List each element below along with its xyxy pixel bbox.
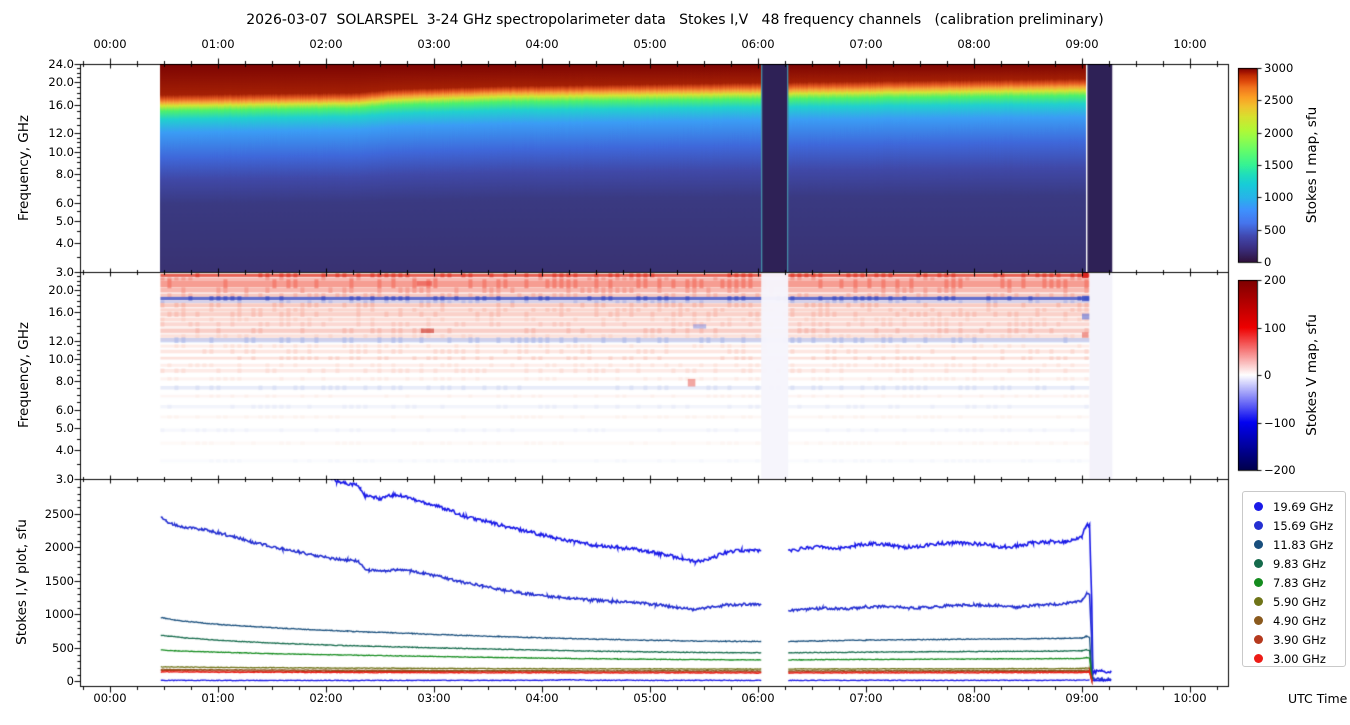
stokes-v-colorbar	[1238, 280, 1257, 470]
top-x-tick-label: 09:00	[1065, 37, 1099, 51]
stokes-iv-y-tick-label: 2500	[44, 506, 74, 521]
legend-marker-icon	[1254, 540, 1263, 549]
legend-label: 3.00 GHz	[1273, 651, 1326, 666]
stokes-v-colorbar-tick-label: −100	[1264, 415, 1296, 430]
legend-item: 3.90 GHz	[1243, 630, 1345, 649]
stokes-v-y-tick-label: 3.0	[55, 472, 74, 486]
stokes-i-y-tick-label: 4.0	[55, 236, 74, 251]
stokes-i-colorbar-tick-label: 1000	[1264, 190, 1294, 205]
legend-marker-icon	[1254, 597, 1263, 606]
stokes-i-colorbar-tick-label: 2500	[1264, 93, 1294, 108]
stokes-iv-y-tick-label: 0	[66, 674, 74, 689]
stokes-v-colorbar-tick-label: 0	[1264, 368, 1272, 382]
stokes-i-y-tick-label: 8.0	[55, 166, 74, 181]
bottom-x-tick-label: 06:00	[741, 691, 775, 705]
stokes-i-colorbar	[1238, 68, 1257, 262]
legend-marker-icon	[1254, 578, 1263, 587]
legend-label: 5.90 GHz	[1273, 594, 1326, 609]
top-x-tick-label: 02:00	[309, 37, 343, 51]
legend-label: 15.69 GHz	[1273, 518, 1334, 533]
top-x-tick-label: 00:00	[93, 37, 127, 51]
bottom-x-tick-label: 01:00	[201, 691, 235, 705]
stokes-i-y-tick-label: 24.0	[48, 57, 74, 71]
stokes-iv-y-tick-label: 500	[52, 640, 74, 655]
legend-marker-icon	[1254, 559, 1263, 568]
bottom-x-tick-label: 04:00	[525, 691, 559, 705]
legend-item: 3.00 GHz	[1243, 649, 1345, 668]
legend-item: 11.83 GHz	[1243, 535, 1345, 554]
stokes-v-y-tick-label: 8.0	[55, 374, 74, 389]
legend-marker-icon	[1254, 502, 1263, 511]
bottom-x-tick-label: 05:00	[633, 691, 667, 705]
stokes-i-colorbar-tick-label: 2000	[1264, 125, 1294, 140]
stokes-v-colorbar-tick-label: −200	[1264, 463, 1296, 477]
legend-item: 7.83 GHz	[1243, 573, 1345, 592]
stokes-v-y-tick-label: 4.0	[55, 443, 74, 458]
bottom-x-tick-label: 00:00	[93, 691, 127, 705]
stokes-i-y-tick-label: 12.0	[48, 126, 74, 141]
top-x-tick-label: 03:00	[417, 37, 451, 51]
stokes-v-y-tick-label: 6.0	[55, 403, 74, 417]
stokes-v-y-tick-label: 12.0	[48, 334, 74, 348]
stokes-i-y-tick-label: 3.0	[55, 265, 74, 279]
legend-marker-icon	[1254, 521, 1263, 530]
top-x-tick-label: 06:00	[741, 37, 775, 51]
bottom-x-tick-label: 10:00	[1173, 691, 1207, 705]
stokes-i-y-tick-label: 20.0	[48, 75, 74, 90]
stokes-i-colorbar-tick-label: 500	[1264, 222, 1286, 237]
stokes-i-y-tick-label: 16.0	[48, 97, 74, 112]
legend-item: 4.90 GHz	[1243, 611, 1345, 630]
stokes-v-y-tick-label: 20.0	[48, 283, 74, 298]
stokes-i-y-tick-label: 10.0	[48, 144, 74, 159]
bottom-x-tick-label: 03:00	[417, 691, 451, 705]
stokes-v-colorbar-tick-label: 200	[1264, 273, 1286, 287]
top-x-tick-label: 01:00	[201, 37, 235, 51]
legend-item: 5.90 GHz	[1243, 592, 1345, 611]
stokes-i-colorbar-tick-label: 3000	[1264, 61, 1294, 75]
stokes-iv-y-tick-label: 2000	[44, 540, 74, 555]
legend-marker-icon	[1254, 635, 1263, 644]
figure-title: 2026-03-07 SOLARSPEL 3-24 GHz spectropol…	[246, 12, 1104, 28]
legend-label: 4.90 GHz	[1273, 613, 1326, 628]
stokes-i-colorbar-tick-label: 1500	[1264, 158, 1294, 172]
stokes-i-y-tick-label: 5.0	[55, 213, 74, 228]
top-x-tick-label: 04:00	[525, 37, 559, 51]
legend-label: 19.69 GHz	[1273, 499, 1334, 514]
bottom-x-tick-label: 08:00	[957, 691, 991, 705]
bottom-x-tick-label: 07:00	[849, 691, 883, 705]
legend-item: 15.69 GHz	[1243, 516, 1345, 535]
stokes-v-y-tick-label: 5.0	[55, 421, 74, 436]
legend-label: 9.83 GHz	[1273, 556, 1326, 571]
legend-label: 7.83 GHz	[1273, 575, 1326, 590]
legend-item: 19.69 GHz	[1243, 497, 1345, 516]
stokes-v-y-tick-label: 10.0	[48, 352, 74, 367]
stokes-v-y-tick-label: 16.0	[48, 305, 74, 320]
stokes-i-colorbar-tick-label: 0	[1264, 255, 1272, 269]
legend: 19.69 GHz 15.69 GHz 11.83 GHz 9.83 GHz 7.83 …	[1242, 491, 1346, 667]
top-x-tick-label: 08:00	[957, 37, 991, 51]
legend-label: 3.90 GHz	[1273, 632, 1326, 647]
top-x-tick-label: 10:00	[1173, 37, 1207, 51]
stokes-iv-y-tick-label: 1500	[44, 573, 74, 588]
legend-marker-icon	[1254, 616, 1263, 625]
utc-time-label: UTC Time	[1288, 691, 1348, 706]
stokes-iv-line-plot	[80, 479, 1228, 686]
stokes-iv-y-tick-label: 1000	[44, 607, 74, 622]
top-x-tick-label: 05:00	[633, 37, 667, 51]
legend-label: 11.83 GHz	[1273, 537, 1334, 552]
stokes-v-map-heatmap	[80, 272, 1228, 479]
stokes-i-y-tick-label: 6.0	[55, 195, 74, 210]
legend-item: 9.83 GHz	[1243, 554, 1345, 573]
stokes-i-map-heatmap	[80, 64, 1228, 272]
stokes-v-colorbar-tick-label: 100	[1264, 320, 1286, 335]
top-x-tick-label: 07:00	[849, 37, 883, 51]
bottom-x-tick-label: 02:00	[309, 691, 343, 705]
bottom-x-tick-label: 09:00	[1065, 691, 1099, 705]
legend-marker-icon	[1254, 654, 1263, 663]
